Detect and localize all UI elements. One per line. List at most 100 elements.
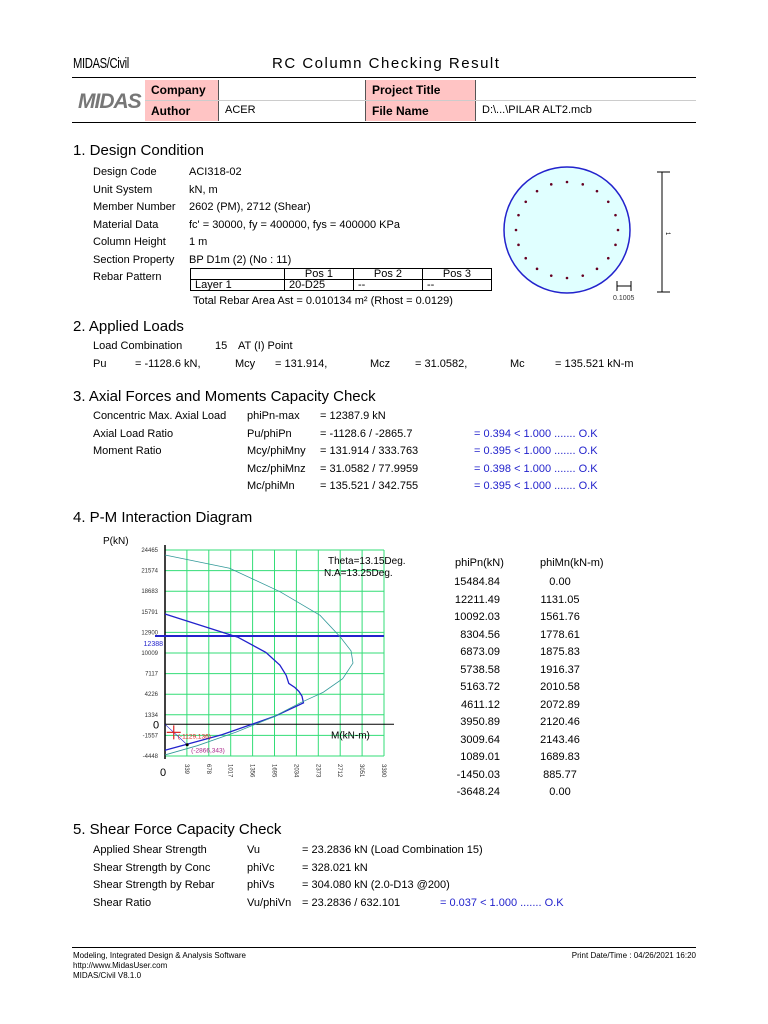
load-label: Mcy (235, 358, 256, 370)
pm-table-m: 2143.46 (540, 733, 580, 746)
section-heading-shear: 5. Shear Force Capacity Check (73, 821, 282, 838)
rebar-header: Pos 2 (353, 268, 423, 280)
design-row-value: BP D1m (2) (No : 11) (189, 253, 292, 266)
shear-label: Shear Strength by Rebar (93, 879, 215, 891)
rebar-cell: -- (353, 279, 423, 291)
x-axis-label: M(kN-m) (331, 730, 370, 741)
x-origin-label: 0 (160, 767, 166, 779)
footer-version: MIDAS/Civil V8.1.0 (73, 971, 142, 980)
brand-label: MIDAS/Civil (73, 55, 129, 72)
load-combination-label: Load Combination (93, 340, 183, 352)
capacity-calc: = 131.914 / 333.763 (320, 445, 419, 457)
load-value: = -1128.6 kN, (135, 358, 201, 370)
annotation-theta: Theta=13.15Deg. (328, 556, 406, 567)
author-value: ACER (219, 101, 366, 121)
pm-table-p: -1450.03 (456, 768, 500, 781)
pm-table-m: 1689.83 (540, 751, 580, 763)
y-tick-label: 15791 (141, 610, 158, 616)
design-row-value: kN, m (189, 183, 218, 196)
load-value: = 31.0582, (415, 358, 468, 370)
design-row-value: 2602 (PM), 2712 (Shear) (189, 201, 311, 213)
pm-interaction-chart: 24465 21574 18683 15791 12900 10009 7117 4226 13… (103, 536, 406, 779)
capacity-result: = 0.394 < 1.000 ....... O.K (474, 427, 598, 440)
pm-table-m: 2072.89 (540, 698, 580, 711)
capacity-result: = 0.398 < 1.000 ....... O.K (474, 462, 598, 475)
rebar-dot (565, 276, 569, 280)
design-row-label: Member Number (93, 201, 176, 213)
x-tick-label: 1356 (249, 764, 255, 778)
x-tick-label: 2373 (314, 764, 320, 778)
capacity-calc: = 31.0582 / 77.9959 (320, 462, 419, 475)
rebar-dot (535, 189, 539, 193)
y-tick-label: 4226 (145, 692, 159, 698)
load-label: Mcz (370, 358, 391, 370)
pm-table-p: -3648.24 (456, 786, 500, 798)
capacity-label: Axial Load Ratio (93, 427, 174, 440)
shear-symbol: Vu (247, 844, 261, 856)
y-tick-label: 1334 (145, 713, 159, 719)
pm-table-m: 2010.58 (540, 681, 580, 693)
company-label: Company (145, 80, 219, 100)
midas-logo: MIDAS (78, 90, 142, 113)
section-heading-capacity: 3. Axial Forces and Moments Capacity Che… (73, 388, 376, 405)
y-tick-label: -4448 (143, 754, 159, 760)
pm-table-p: 12211.49 (454, 593, 500, 606)
section-heading-loads: 2. Applied Loads (73, 318, 184, 335)
shear-symbol: Vu/phiVn (247, 896, 292, 909)
x-tick-label: 2034 (292, 764, 298, 778)
pm-table-p: 5163.72 (460, 681, 500, 693)
divider (145, 100, 696, 101)
divider (72, 122, 696, 123)
pm-table-m: 885.77 (543, 768, 577, 781)
load-ray (164, 724, 188, 745)
capacity-label: Moment Ratio (93, 445, 162, 457)
pm-table-p: 1089.01 (460, 751, 500, 763)
shear-label: Shear Ratio (93, 896, 152, 909)
rebar-dot (606, 200, 610, 204)
y-tick-label: 12900 (141, 630, 158, 636)
pm-table-p: 4611.12 (461, 698, 500, 711)
rebar-dot (514, 228, 518, 232)
load-label: Pu (93, 358, 107, 370)
rebar-dot (581, 274, 585, 277)
capacity-symbol: Pu/phiPn (247, 427, 292, 440)
pm-table-p: 10092.03 (454, 611, 500, 623)
print-date-time: Print Date/Time : 04/26/2021 16:20 (571, 951, 696, 960)
design-row-label: Rebar Pattern (93, 271, 162, 283)
height-dimension-label: 1 (664, 232, 670, 236)
pm-table-m: 1875.83 (540, 646, 580, 658)
rebar-header: Pos 3 (422, 268, 492, 280)
x-tick-label: 3390 (380, 764, 386, 778)
capacity-result: = 0.395 < 1.000 ....... O.K (474, 480, 598, 492)
pm-table-p: 6873.09 (460, 646, 500, 658)
rebar-dot (614, 213, 617, 217)
rebar-dot (517, 243, 520, 247)
y-axis-label: P(kN) (103, 536, 129, 547)
annotation-na: N.A=13.25Deg. (324, 568, 393, 579)
footer-url[interactable]: http://www.MidasUser.com (73, 961, 168, 970)
rebar-dot (549, 183, 553, 186)
capacity-result: = 0.395 < 1.000 ....... O.K (474, 445, 598, 457)
company-value (219, 80, 366, 100)
shear-label: Applied Shear Strength (93, 844, 207, 856)
design-row-value: ACI318-02 (189, 166, 242, 178)
load-point-label: (-1129,136) (178, 733, 211, 740)
design-row-label: Design Code (93, 166, 157, 178)
shear-calc: = 23.2836 kN (Load Combination 15) (302, 844, 483, 856)
y-tick-label: 21574 (141, 569, 158, 575)
capacity-symbol: Mc/phiMn (247, 480, 295, 492)
rebar-header: Pos 1 (284, 268, 354, 280)
design-row-label: Column Height (93, 236, 166, 248)
rebar-cell: 20-D25 (284, 279, 354, 291)
rebar-dot (614, 243, 617, 247)
rebar-header (190, 268, 285, 280)
pm-table-p: 3009.64 (460, 733, 500, 746)
project-title-value (476, 80, 696, 100)
pm-table-p: 15484.84 (454, 576, 500, 588)
capacity-calc: = 135.521 / 342.755 (320, 480, 419, 492)
section-figure: 1 0.1005 (503, 166, 670, 302)
rebar-dot (549, 274, 553, 277)
section-heading-design: 1. Design Condition (73, 142, 204, 159)
rebar-dot (595, 189, 599, 193)
interaction-curve-1 (164, 554, 354, 756)
